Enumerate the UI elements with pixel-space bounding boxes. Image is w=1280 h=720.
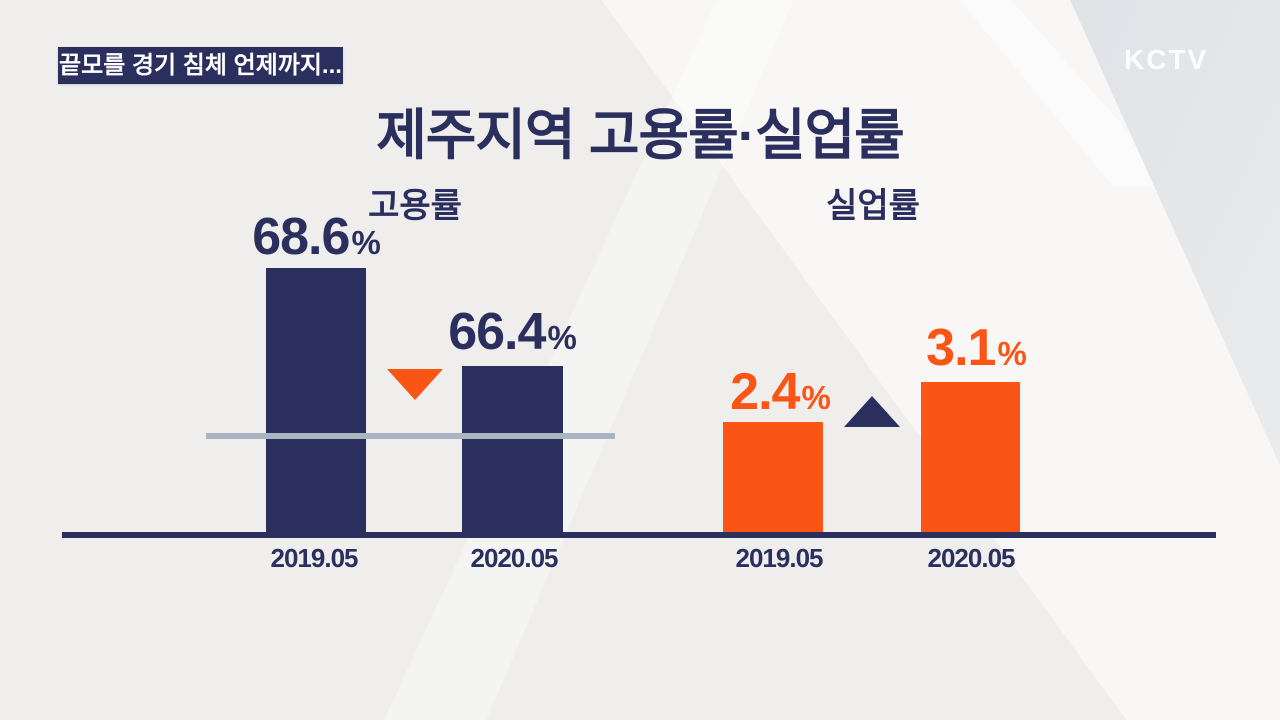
value-label-employment-2019: 68.6 %	[236, 211, 396, 263]
value-label-employment-2020: 66.4 %	[432, 306, 592, 358]
bar-unemployment-2019	[723, 422, 823, 533]
x-label-unemployment-2020: 2020.05	[927, 543, 1016, 573]
percent-sign: %	[997, 335, 1026, 372]
value-number: 68.6	[252, 208, 350, 266]
unemployment-chart-title: 실업률	[826, 187, 920, 225]
x-label-employment-2020: 2020.05	[470, 543, 559, 573]
bar-employment-2020	[462, 366, 563, 533]
value-number: 66.4	[448, 303, 546, 361]
x-label-unemployment-2019: 2019.05	[735, 543, 824, 573]
value-label-unemployment-2019: 2.4 %	[700, 366, 860, 418]
value-label-unemployment-2020: 3.1 %	[896, 322, 1056, 374]
bar-employment-2019	[266, 268, 366, 533]
x-axis-line	[62, 532, 1216, 538]
kicker-badge: 끝모를 경기 침체 언제까지...	[58, 47, 343, 84]
value-number: 3.1	[926, 319, 996, 377]
decrease-triangle-icon	[387, 369, 443, 400]
employment-chart-title: 고용률	[368, 187, 462, 225]
percent-sign: %	[351, 224, 380, 261]
value-number: 2.4	[730, 363, 800, 421]
reference-line	[206, 433, 615, 439]
page-title: 제주지역 고용률·실업률	[376, 104, 905, 166]
increase-triangle-icon	[844, 396, 900, 427]
percent-sign: %	[547, 319, 576, 356]
bar-unemployment-2020	[921, 382, 1020, 533]
kctv-logo: KCTV	[1124, 44, 1209, 75]
percent-sign: %	[801, 379, 830, 416]
x-label-employment-2019: 2019.05	[270, 543, 359, 573]
